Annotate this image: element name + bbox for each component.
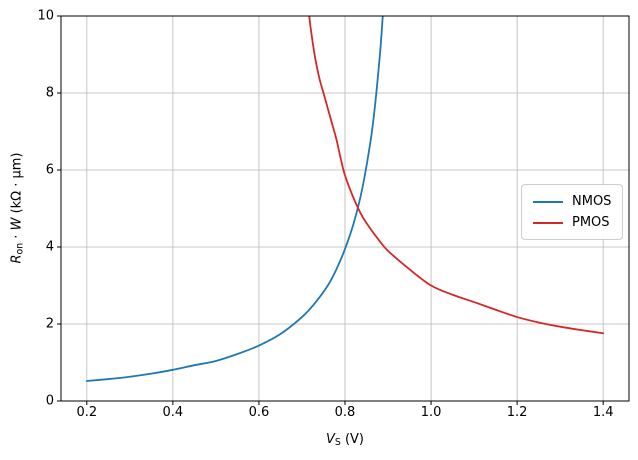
- legend-item-nmos: NMOS: [533, 191, 611, 212]
- y-axis-label: Ron · W (kΩ · μm): [9, 152, 26, 264]
- legend: NMOS PMOS: [521, 184, 624, 240]
- x-tick-label: 0.6: [248, 405, 270, 420]
- legend-label-pmos: PMOS: [572, 215, 610, 230]
- y-tick-label: 6: [45, 162, 54, 178]
- y-tick-label: 0: [45, 393, 54, 409]
- pmos-line-swatch: [533, 221, 563, 224]
- x-tick-label: 1.2: [506, 405, 528, 420]
- y-axis-unit: (kΩ · μm): [9, 152, 25, 218]
- y-tick-label: 2: [45, 316, 54, 332]
- x-axis-unit: (V): [340, 432, 365, 447]
- y-tick-label: 4: [45, 239, 54, 255]
- x-tick-label: 1.0: [420, 405, 442, 420]
- legend-label-nmos: NMOS: [572, 194, 612, 209]
- x-tick-label: 0.8: [334, 405, 356, 420]
- x-tick-label: 1.4: [592, 405, 614, 420]
- x-tick-label: 0.4: [162, 405, 184, 420]
- nmos-curve: [85, 16, 384, 382]
- y-axis-operator: ·: [9, 230, 25, 243]
- curve-layer: [85, 16, 605, 382]
- y-axis-symbol-2: W: [9, 217, 25, 231]
- axes-layer: [57, 15, 630, 405]
- x-tick-label: 0.2: [76, 405, 98, 420]
- legend-item-pmos: PMOS: [533, 212, 611, 233]
- x-axis-subscript: S: [334, 437, 341, 449]
- x-axis-symbol: V: [325, 432, 335, 447]
- y-tick-label: 10: [37, 8, 54, 24]
- y-axis-symbol: R: [9, 254, 25, 264]
- nmos-line-swatch: [533, 200, 563, 203]
- y-axis-subscript: on: [14, 242, 26, 255]
- x-axis-label: VS (V): [326, 432, 364, 447]
- y-tick-label: 8: [45, 85, 54, 101]
- pmos-curve: [308, 16, 605, 335]
